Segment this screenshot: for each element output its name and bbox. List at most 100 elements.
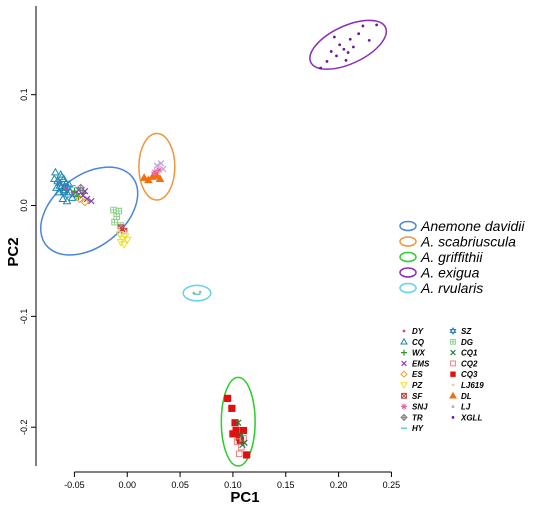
series-sz bbox=[55, 178, 79, 199]
series-cq3 bbox=[224, 394, 251, 459]
x-tick-label: 0.05 bbox=[171, 480, 189, 490]
series-cq1 bbox=[234, 419, 248, 449]
population-legend-item: CQ2 bbox=[450, 359, 478, 368]
point-xgll bbox=[346, 51, 350, 54]
population-legend-label: TR bbox=[412, 413, 423, 422]
legend-marker-lj619 bbox=[451, 383, 455, 387]
population-legend-item: ES bbox=[400, 370, 423, 379]
series-tr bbox=[76, 183, 85, 192]
point-dl bbox=[139, 173, 149, 181]
population-legend-item: CQ bbox=[400, 337, 425, 347]
population-legend-label: LJ619 bbox=[461, 381, 484, 390]
series-ems bbox=[153, 160, 167, 173]
x-tick-label: 0.25 bbox=[383, 480, 401, 490]
population-legend-item: WX bbox=[401, 349, 426, 358]
population-legend-item: HY bbox=[401, 424, 424, 433]
legend-marker-tr bbox=[400, 413, 408, 422]
population-legend-item: SF bbox=[401, 392, 423, 401]
point-cq1 bbox=[241, 439, 248, 446]
population-legend-label: PZ bbox=[412, 381, 423, 390]
y-axis-title: PC2 bbox=[5, 237, 22, 266]
population-legend-item: LJ619 bbox=[451, 381, 484, 390]
y-tick-label: -0.2 bbox=[19, 419, 29, 435]
ellipse-a-scabriuscula bbox=[138, 132, 176, 201]
legend-marker-xgll bbox=[451, 416, 455, 419]
point-cq3 bbox=[231, 419, 239, 427]
point-cq3 bbox=[243, 451, 251, 459]
x-tick-label: 0.10 bbox=[224, 480, 242, 490]
point-cq2 bbox=[235, 450, 243, 458]
point-cq3 bbox=[239, 426, 248, 435]
population-legend-item: DY bbox=[402, 327, 424, 336]
legend-marker-wx bbox=[401, 349, 407, 356]
point-lj619 bbox=[124, 231, 128, 235]
population-legend-item: SZ bbox=[449, 327, 472, 336]
population-legend-label: XGLL bbox=[460, 413, 482, 422]
point-dg bbox=[115, 207, 123, 215]
series-dl bbox=[139, 171, 165, 184]
population-legend-item: DG bbox=[450, 338, 473, 347]
point-lj619 bbox=[117, 228, 121, 232]
population-legend-label: CQ1 bbox=[461, 349, 478, 358]
point-lj bbox=[198, 290, 202, 294]
point-cq bbox=[51, 167, 60, 176]
series-pz bbox=[115, 231, 132, 249]
point-sz bbox=[55, 178, 64, 188]
series-lj619 bbox=[117, 228, 128, 235]
legend-marker-sf bbox=[401, 392, 407, 399]
population-legend-item: PZ bbox=[400, 381, 423, 390]
population-legend-label: LJ bbox=[461, 403, 471, 412]
legend-marker-es bbox=[400, 370, 408, 378]
population-legend-label: WX bbox=[412, 349, 426, 358]
point-cq3 bbox=[228, 404, 236, 412]
point-xgll bbox=[335, 54, 338, 58]
population-legend-label: DL bbox=[461, 392, 472, 401]
point-snj bbox=[151, 168, 159, 176]
data-points bbox=[49, 23, 379, 459]
point-xgll bbox=[357, 32, 361, 36]
point-xgll bbox=[367, 38, 371, 42]
point-pz bbox=[119, 241, 129, 249]
series-xgll bbox=[319, 23, 379, 70]
legend-marker-cq1 bbox=[450, 349, 456, 356]
point-ems bbox=[157, 160, 165, 167]
population-legend-item: LJ bbox=[451, 403, 471, 412]
point-cq1 bbox=[238, 431, 245, 439]
species-legend-label: A. griffithii bbox=[420, 249, 483, 265]
ellipse-a-exigua bbox=[309, 19, 388, 70]
species-legend-item: A. griffithii bbox=[399, 249, 483, 265]
legend-marker-cq2 bbox=[450, 360, 456, 367]
population-legend-label: SNJ bbox=[412, 403, 428, 412]
population-legend-item: SNJ bbox=[401, 403, 428, 412]
point-xgll bbox=[329, 50, 333, 53]
point-cq1 bbox=[234, 419, 242, 426]
point-xgll bbox=[342, 47, 346, 51]
species-legend-label: Anemone davidii bbox=[420, 218, 525, 234]
legend-ellipse-icon bbox=[399, 220, 417, 232]
point-es bbox=[80, 197, 90, 207]
point-dg bbox=[111, 218, 118, 226]
legend-marker-lj bbox=[451, 405, 455, 408]
legend-ellipse-icon bbox=[399, 282, 417, 294]
species-legend-item: A. exigua bbox=[399, 265, 480, 281]
x-tick-label: -0.05 bbox=[64, 480, 85, 490]
legend-marker-sz bbox=[449, 327, 457, 335]
population-legend-item: CQ1 bbox=[450, 349, 478, 358]
population-legend-label: CQ3 bbox=[461, 370, 478, 379]
population-legend-label: ES bbox=[412, 370, 423, 379]
ellipse-a-griffithii bbox=[220, 376, 256, 467]
point-dy bbox=[64, 187, 68, 191]
series-ems bbox=[75, 186, 95, 205]
point-cq3 bbox=[229, 430, 237, 438]
point-xgll bbox=[338, 43, 342, 47]
ellipse-anemone-davidii bbox=[39, 166, 139, 256]
point-tr bbox=[76, 183, 85, 192]
point-cq bbox=[54, 187, 63, 196]
point-cq3 bbox=[224, 394, 232, 402]
population-legend-label: DG bbox=[461, 338, 473, 347]
legend-ellipse-icon bbox=[399, 236, 417, 247]
population-legend-item: XGLL bbox=[451, 413, 482, 422]
